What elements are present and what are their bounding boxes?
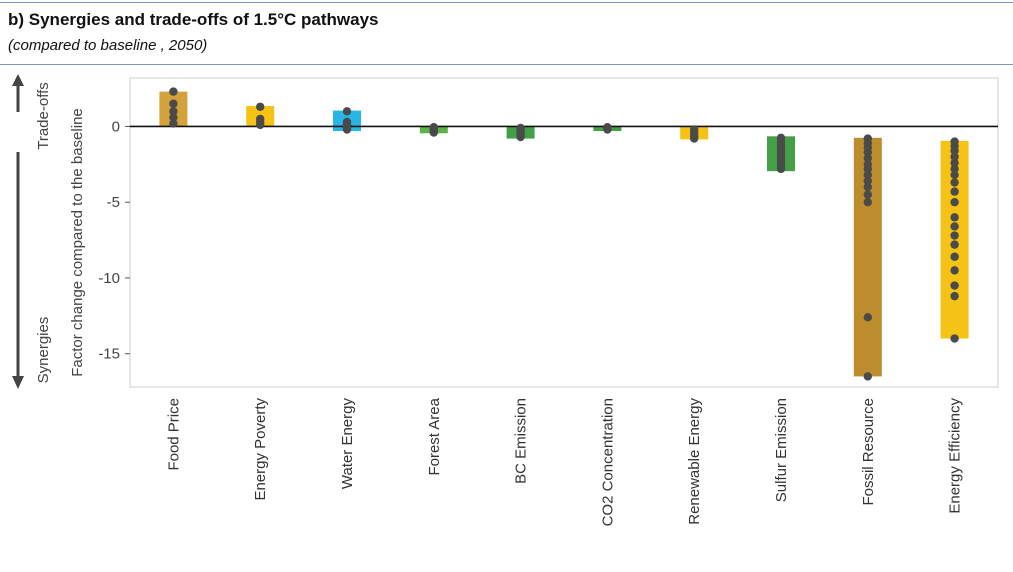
data-point	[863, 164, 872, 174]
data-point	[950, 266, 959, 275]
x-category-label: CO2 Concentration	[599, 398, 616, 526]
data-point	[950, 178, 959, 187]
up-arrow-icon	[12, 74, 24, 86]
header-rule	[0, 64, 1013, 65]
x-category-label: Energy Poverty	[252, 398, 269, 501]
data-point	[950, 252, 959, 261]
data-point	[169, 119, 178, 128]
data-point	[169, 113, 178, 122]
down-arrow-icon	[12, 376, 24, 389]
data-point	[863, 148, 872, 157]
data-point	[429, 128, 438, 137]
data-point	[342, 107, 352, 116]
data-point	[950, 291, 959, 301]
y-tick-label: 0	[112, 118, 120, 135]
data-point	[950, 281, 959, 290]
data-point	[776, 164, 786, 174]
data-point	[950, 231, 959, 240]
data-point	[950, 152, 959, 161]
top-rule	[0, 2, 1013, 3]
data-point	[169, 107, 178, 116]
data-point	[950, 240, 959, 249]
x-category-label: Forest Area	[426, 397, 443, 475]
data-point	[950, 222, 959, 231]
data-point	[950, 158, 959, 168]
data-point	[863, 154, 872, 163]
data-point	[863, 182, 872, 192]
data-point	[950, 146, 959, 155]
trade-offs-label: Trade-offs	[35, 82, 52, 150]
data-point	[342, 125, 352, 134]
x-category-label: Renewable Energy	[686, 398, 703, 525]
data-point	[603, 125, 612, 134]
data-point	[950, 187, 959, 196]
x-category-label: Energy Efficiency	[947, 398, 964, 514]
x-category-label: BC Emission	[513, 398, 530, 484]
data-point	[169, 87, 178, 96]
data-point	[169, 99, 178, 108]
data-point	[690, 134, 699, 143]
data-point	[950, 334, 959, 343]
data-point	[256, 102, 265, 111]
data-point	[950, 198, 959, 207]
y-tick-label: -10	[98, 270, 120, 287]
data-point	[863, 198, 872, 207]
figure-title: b) Synergies and trade-offs of 1.5°C pat…	[8, 10, 379, 29]
y-tick-label: -5	[107, 194, 120, 211]
data-point	[256, 120, 265, 130]
x-category-label: Water Energy	[339, 398, 356, 490]
plot-frame	[129, 77, 999, 388]
data-point	[863, 313, 872, 322]
data-point	[516, 132, 525, 142]
y-axis-title: Factor change compared to the baseline	[69, 108, 86, 377]
data-point	[950, 170, 959, 180]
data-point	[950, 213, 959, 222]
y-tick-label: -15	[98, 346, 120, 363]
x-category-label: Fossil Resource	[860, 398, 877, 506]
data-point	[863, 190, 872, 199]
data-point	[863, 176, 872, 186]
data-point	[863, 372, 872, 381]
x-category-label: Food Price	[165, 398, 182, 471]
synergies-label: Synergies	[35, 317, 52, 384]
x-category-label: Sulfur Emission	[773, 398, 790, 502]
data-point	[863, 170, 872, 180]
figure-subtitle: (compared to baseline , 2050)	[8, 37, 208, 54]
data-point	[950, 164, 959, 174]
